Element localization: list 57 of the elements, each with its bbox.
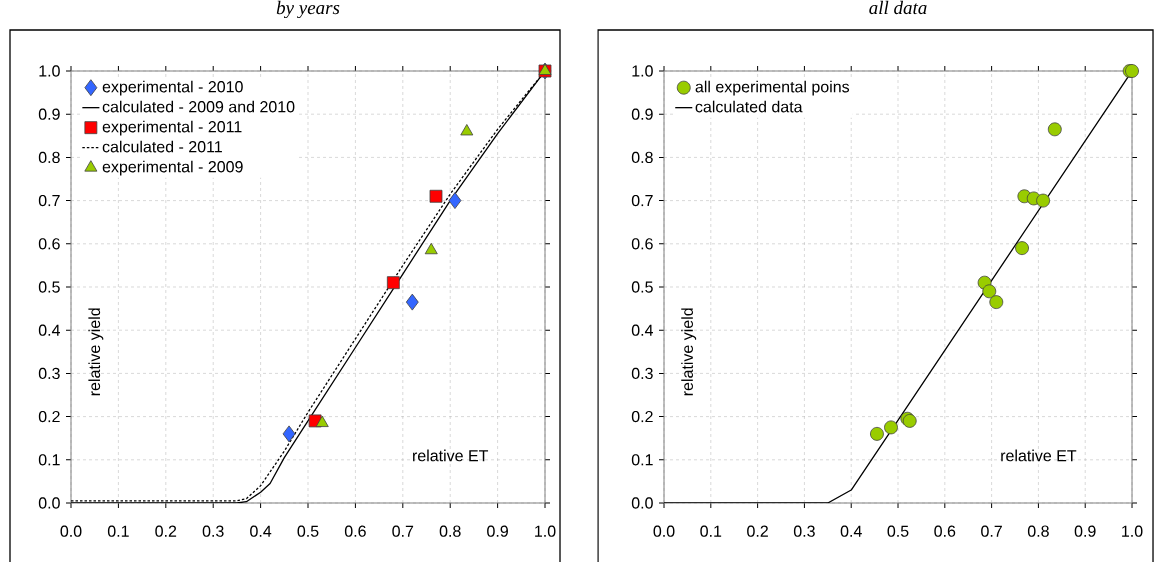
x-tick-label: 0.5 <box>887 525 909 537</box>
x-tick-label: 0.4 <box>250 525 272 537</box>
legend-label: calculated - 2011 <box>102 140 222 153</box>
y-tick-label: 0.0 <box>38 497 60 509</box>
y-tick-label: 0.2 <box>631 410 653 423</box>
legend-label: calculated - 2009 and 2010 <box>102 100 295 113</box>
y-tick-label: 0.4 <box>38 324 60 336</box>
x-tick-label: 0.3 <box>793 525 815 537</box>
y-tick-label: 0.8 <box>631 151 653 164</box>
x-tick-label: 1.0 <box>1122 525 1143 537</box>
x-axis-title: relative ET <box>1001 449 1077 462</box>
x-tick-label: 0.5 <box>297 525 319 537</box>
y-axis-title: relative yield <box>681 308 697 396</box>
x-tick-label: 0.2 <box>155 525 177 537</box>
chart-title: by years <box>276 0 340 19</box>
x-tick-label: 0.6 <box>344 525 366 537</box>
legend-label: experimental - 2011 <box>102 120 242 136</box>
x-tick-label: 0.9 <box>487 525 508 537</box>
x-axis-title: relative ET <box>413 449 489 462</box>
x-tick-label: 0.1 <box>107 525 129 537</box>
y-tick-label: 0.9 <box>38 108 60 120</box>
y-tick-label: 0.3 <box>631 367 653 380</box>
y-tick-label: 0.7 <box>38 194 60 207</box>
y-tick-label: 0.3 <box>38 367 60 380</box>
x-tick-label: 0.8 <box>439 525 461 537</box>
x-tick-label: 0.9 <box>1074 525 1096 537</box>
chart-title: all data <box>869 0 927 15</box>
legend-label: calculated data <box>695 100 803 113</box>
y-tick-label: 0.5 <box>631 281 653 293</box>
x-tick-label: 1.0 <box>535 525 556 537</box>
x-tick-label: 0.1 <box>700 525 722 537</box>
x-tick-label: 0.2 <box>747 525 768 537</box>
y-tick-label: 0.8 <box>38 151 60 164</box>
y-tick-label: 0.4 <box>631 324 653 336</box>
legend-label: all experimental poins <box>695 80 850 96</box>
x-tick-label: 0.4 <box>840 525 862 537</box>
y-tick-label: 0.1 <box>38 454 60 466</box>
y-tick-label: 0.5 <box>38 281 60 293</box>
y-tick-label: 0.6 <box>38 238 60 250</box>
y-tick-label: 0.1 <box>631 454 653 466</box>
y-tick-label: 1.0 <box>39 65 60 77</box>
x-tick-label: 0.3 <box>202 525 224 537</box>
x-tick-label: 0.6 <box>934 525 956 537</box>
x-tick-label: 0.7 <box>981 525 1002 537</box>
x-tick-label: 0.8 <box>1027 525 1049 537</box>
y-tick-label: 0.0 <box>631 497 653 509</box>
legend-label: experimental - 2010 <box>102 80 243 96</box>
x-tick-label: 0.0 <box>653 525 675 537</box>
y-tick-label: 1.0 <box>632 65 653 77</box>
y-tick-label: 0.6 <box>631 238 653 250</box>
y-tick-label: 0.9 <box>631 108 653 120</box>
legend-label: experimental - 2009 <box>102 160 243 176</box>
y-tick-label: 0.2 <box>38 410 60 423</box>
x-tick-label: 0.7 <box>392 525 414 537</box>
x-tick-label: 0.0 <box>60 525 82 537</box>
y-axis-title: relative yield <box>88 308 104 396</box>
y-tick-label: 0.7 <box>631 194 653 207</box>
